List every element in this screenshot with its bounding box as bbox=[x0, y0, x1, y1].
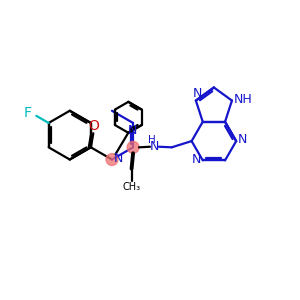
Text: N: N bbox=[238, 134, 247, 146]
Text: F: F bbox=[24, 106, 32, 120]
Text: N: N bbox=[114, 152, 123, 165]
Text: H: H bbox=[148, 135, 156, 145]
Text: N: N bbox=[128, 124, 137, 136]
Text: N: N bbox=[193, 87, 202, 100]
Circle shape bbox=[127, 141, 139, 153]
Text: O: O bbox=[88, 119, 99, 133]
Text: N: N bbox=[150, 140, 159, 153]
Text: N: N bbox=[191, 153, 201, 166]
Text: CH₃: CH₃ bbox=[122, 182, 141, 192]
Circle shape bbox=[106, 154, 118, 166]
Text: NH: NH bbox=[234, 93, 253, 106]
